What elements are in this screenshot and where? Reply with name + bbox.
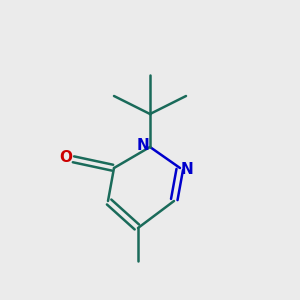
Text: N: N [181, 162, 194, 177]
Text: O: O [59, 150, 72, 165]
Text: N: N [136, 138, 149, 153]
